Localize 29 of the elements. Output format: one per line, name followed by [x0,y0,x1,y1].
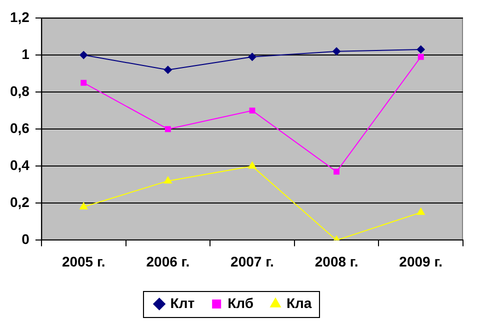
legend-label: Клб [228,294,254,311]
point [80,51,88,60]
y-tick-label: 0,8 [10,82,30,99]
legend-label: Клт [170,294,195,311]
y-tick-label: 0,4 [10,156,30,173]
point [164,66,172,74]
point [80,202,88,210]
point [80,80,87,86]
point [164,176,172,184]
x-tick-label: 2007 г. [230,253,274,270]
point [164,126,171,132]
y-tick-label: 0,6 [10,120,30,136]
legend-label: Кла [286,294,312,311]
point [416,45,425,54]
x-tick-label: 2006 г. [146,253,190,270]
y-tick-label: 1,2 [10,8,30,25]
x-tick-label: 2009 г. [399,253,443,270]
point [334,168,340,175]
point [249,108,256,114]
y-tick-label: 0 [22,231,30,248]
point [416,208,425,215]
point [418,54,424,60]
point [248,52,256,61]
y-tick-label: 1 [22,46,30,62]
x-tick-label: 2008 г. [314,253,358,270]
point [332,47,341,56]
x-tick-label: 2005 г. [62,253,106,270]
y-tick-label: 0,2 [10,194,30,210]
point [248,162,256,169]
